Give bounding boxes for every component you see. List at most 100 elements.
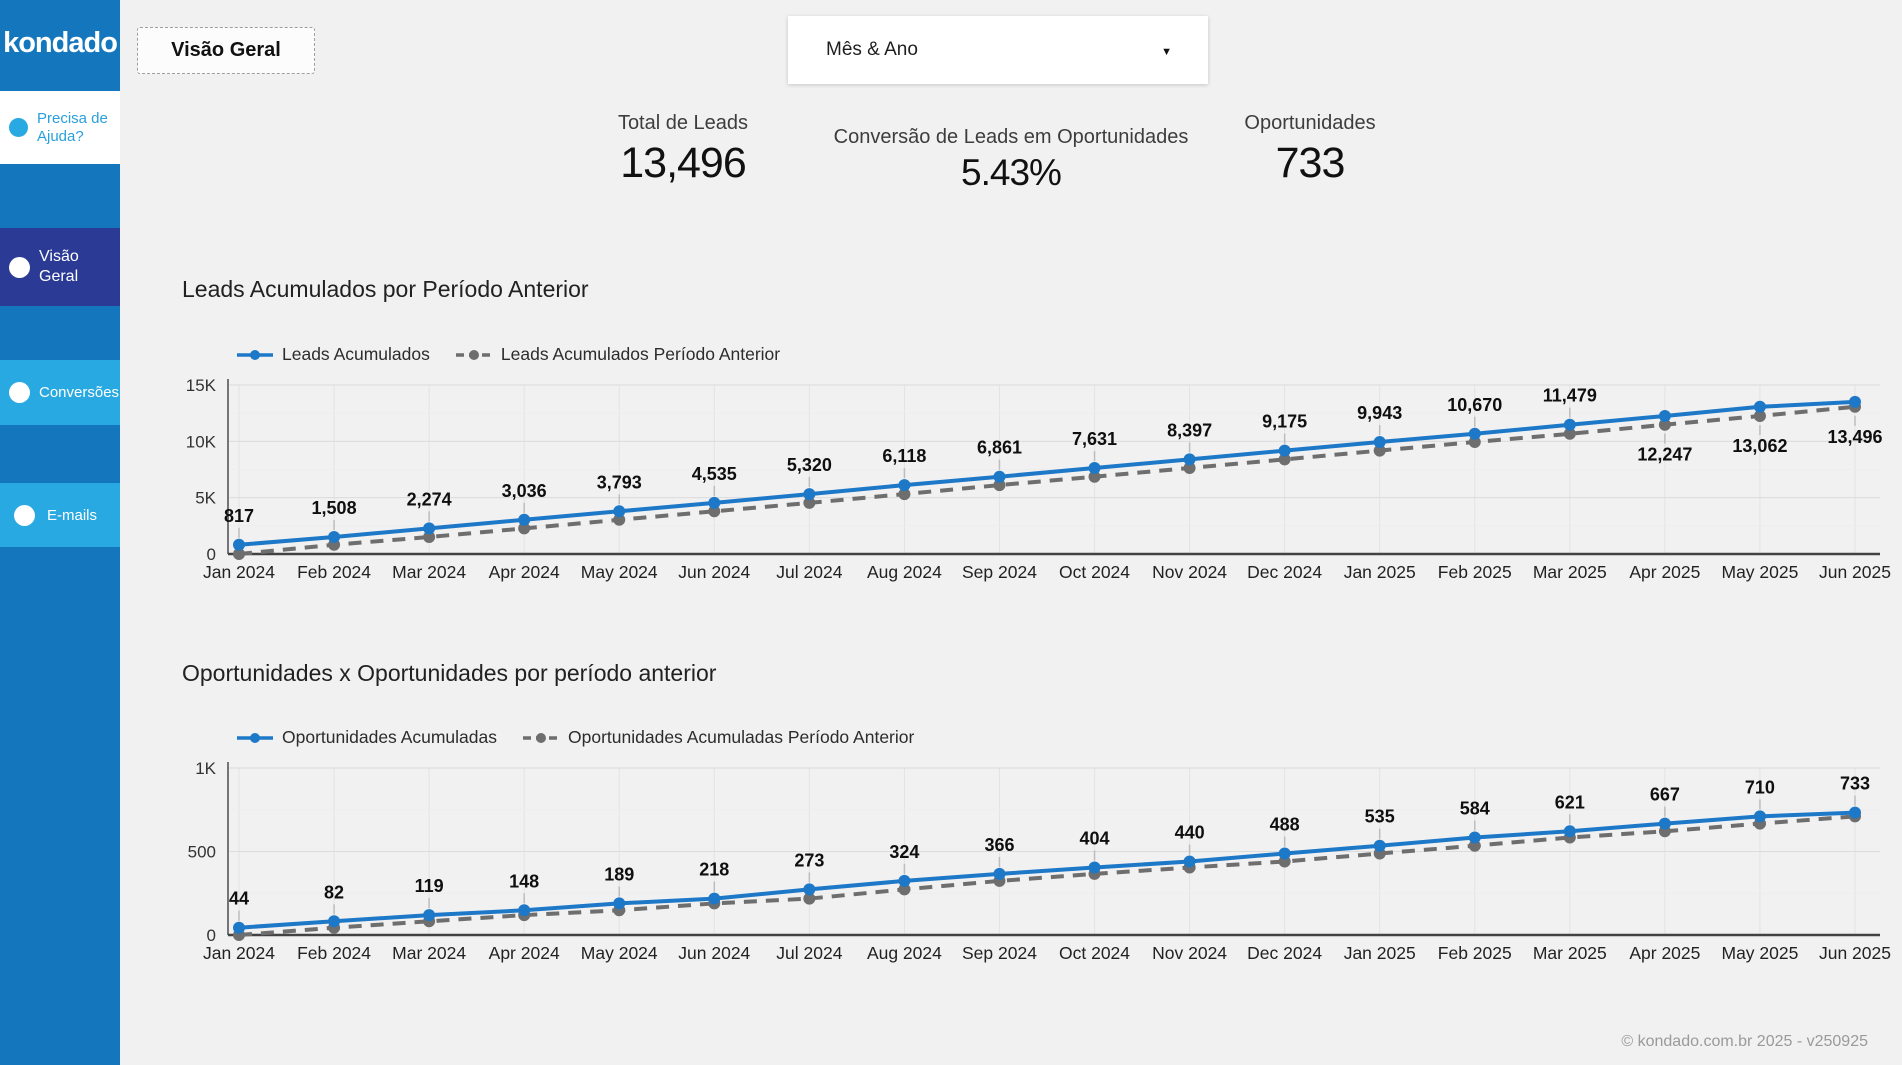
data-point[interactable] (1849, 395, 1861, 408)
data-point[interactable] (1753, 810, 1766, 823)
series-current (233, 806, 1861, 934)
period-filter-dropdown[interactable]: Mês & Ano ▼ (788, 16, 1208, 84)
data-point[interactable] (1468, 427, 1481, 440)
data-point[interactable] (993, 479, 1006, 492)
data-point[interactable] (518, 522, 531, 535)
data-point[interactable] (803, 496, 816, 509)
data-point[interactable] (1373, 436, 1386, 448)
data-point[interactable] (1088, 861, 1101, 874)
data-point[interactable] (518, 904, 531, 917)
data-point[interactable] (613, 513, 626, 526)
data-point[interactable] (1183, 453, 1196, 466)
value-label: 710 (1745, 777, 1775, 797)
data-point[interactable] (233, 921, 245, 934)
data-point[interactable] (898, 479, 911, 492)
y-axis-labels: 0 500 1K (188, 759, 217, 945)
data-point[interactable] (803, 488, 816, 501)
data-point[interactable] (518, 513, 531, 526)
data-point[interactable] (1468, 831, 1481, 844)
x-axis-label: Sep 2024 (962, 943, 1037, 963)
x-axis-labels: Jan 2024 Feb 2024 Mar 2024 Apr 2024 May 2024… (203, 943, 1891, 963)
data-point[interactable] (1278, 453, 1291, 466)
value-label: 218 (699, 860, 729, 880)
sidebar-item-conversoes[interactable]: Conversões (0, 360, 120, 425)
data-point[interactable] (1373, 444, 1386, 457)
oportunidades-chart-legend: Oportunidades Acumuladas Oportunidades A… (237, 727, 914, 748)
period-filter-value: Mês & Ano (826, 39, 918, 60)
data-point[interactable] (1849, 806, 1861, 819)
legend-line-solid-icon (237, 732, 273, 743)
x-axis-label: Jun 2025 (1819, 562, 1891, 582)
data-point[interactable] (1563, 418, 1576, 431)
data-point[interactable] (423, 531, 436, 543)
x-axis-label: Jun 2024 (678, 562, 750, 582)
data-point[interactable] (1088, 462, 1101, 474)
data-point[interactable] (1183, 855, 1196, 868)
x-axis-label: Feb 2024 (297, 562, 371, 582)
value-label: 9,175 (1262, 412, 1307, 432)
x-axis-label: Apr 2024 (489, 943, 560, 963)
sidebar-item-help[interactable]: Precisa de Ajuda? (0, 91, 120, 164)
value-label: 366 (984, 835, 1014, 855)
kpi-label: Oportunidades (1244, 112, 1376, 134)
kpi-conversao: Conversão de Leads em Oportunidades 5.43… (811, 126, 1211, 194)
data-point[interactable] (1278, 444, 1291, 457)
data-point[interactable] (708, 496, 721, 509)
value-label: 12,247 (1637, 445, 1692, 465)
data-point[interactable] (898, 488, 911, 501)
x-axis-label: Mar 2025 (1533, 562, 1607, 582)
x-axis-label: Jul 2024 (776, 562, 842, 582)
series-previous (233, 810, 1861, 941)
value-label: 535 (1365, 807, 1395, 827)
data-point[interactable] (1373, 839, 1386, 852)
leads-chart-title: Leads Acumulados por Período Anterior (182, 276, 589, 302)
x-axis-label: May 2025 (1722, 943, 1799, 963)
data-point[interactable] (1753, 400, 1766, 413)
data-point[interactable] (708, 505, 721, 518)
y-axis-labels: 0 5K 10K 15K (186, 376, 217, 564)
data-point[interactable] (233, 538, 245, 551)
data-point[interactable] (613, 897, 626, 910)
data-point[interactable] (1563, 825, 1576, 838)
kpi-value: 5.43% (961, 152, 1062, 193)
y-axis-label: 15K (186, 376, 217, 395)
data-point[interactable] (1088, 470, 1101, 483)
data-point[interactable] (993, 867, 1006, 880)
data-point[interactable] (328, 531, 341, 543)
data-point[interactable] (1753, 410, 1766, 422)
data-point[interactable] (708, 892, 721, 905)
sidebar-item-label: Visão Geral (39, 248, 79, 285)
data-point[interactable] (1278, 847, 1291, 860)
data-point[interactable] (613, 505, 626, 518)
data-point[interactable] (1183, 462, 1196, 474)
kondado-logo: kondado (3, 26, 118, 59)
data-point[interactable] (803, 883, 816, 896)
data-point[interactable] (1658, 410, 1671, 422)
data-point[interactable] (1658, 817, 1671, 830)
value-label: 621 (1555, 792, 1585, 812)
sidebar-item-visao-geral[interactable]: Visão Geral (0, 228, 120, 306)
value-label: 817 (224, 506, 254, 526)
legend-label: Oportunidades Acumuladas (282, 727, 497, 747)
value-label: 11,479 (1543, 386, 1597, 406)
oportunidades-chart: 44 82 119 148 189 218 273 324 366 404 440 488 535 584… (180, 755, 1902, 973)
x-axis-label: Oct 2024 (1059, 943, 1130, 963)
data-point[interactable] (1468, 436, 1481, 448)
value-label: 584 (1460, 799, 1490, 819)
data-point[interactable] (233, 548, 245, 560)
data-point[interactable] (328, 915, 341, 928)
data-point[interactable] (1658, 418, 1671, 431)
x-axis-label: Jan 2024 (203, 943, 275, 963)
page-title-button[interactable]: Visão Geral (137, 27, 315, 74)
data-point[interactable] (1468, 839, 1481, 852)
data-point[interactable] (1563, 427, 1576, 440)
data-point[interactable] (993, 470, 1006, 483)
data-point[interactable] (423, 909, 436, 922)
sidebar-item-emails[interactable]: E-mails (0, 483, 120, 547)
gridlines (228, 767, 1880, 935)
data-point[interactable] (423, 522, 436, 535)
data-point[interactable] (803, 892, 816, 905)
data-point[interactable] (898, 883, 911, 896)
data-point[interactable] (898, 874, 911, 887)
x-axis-label: Mar 2024 (392, 943, 466, 963)
